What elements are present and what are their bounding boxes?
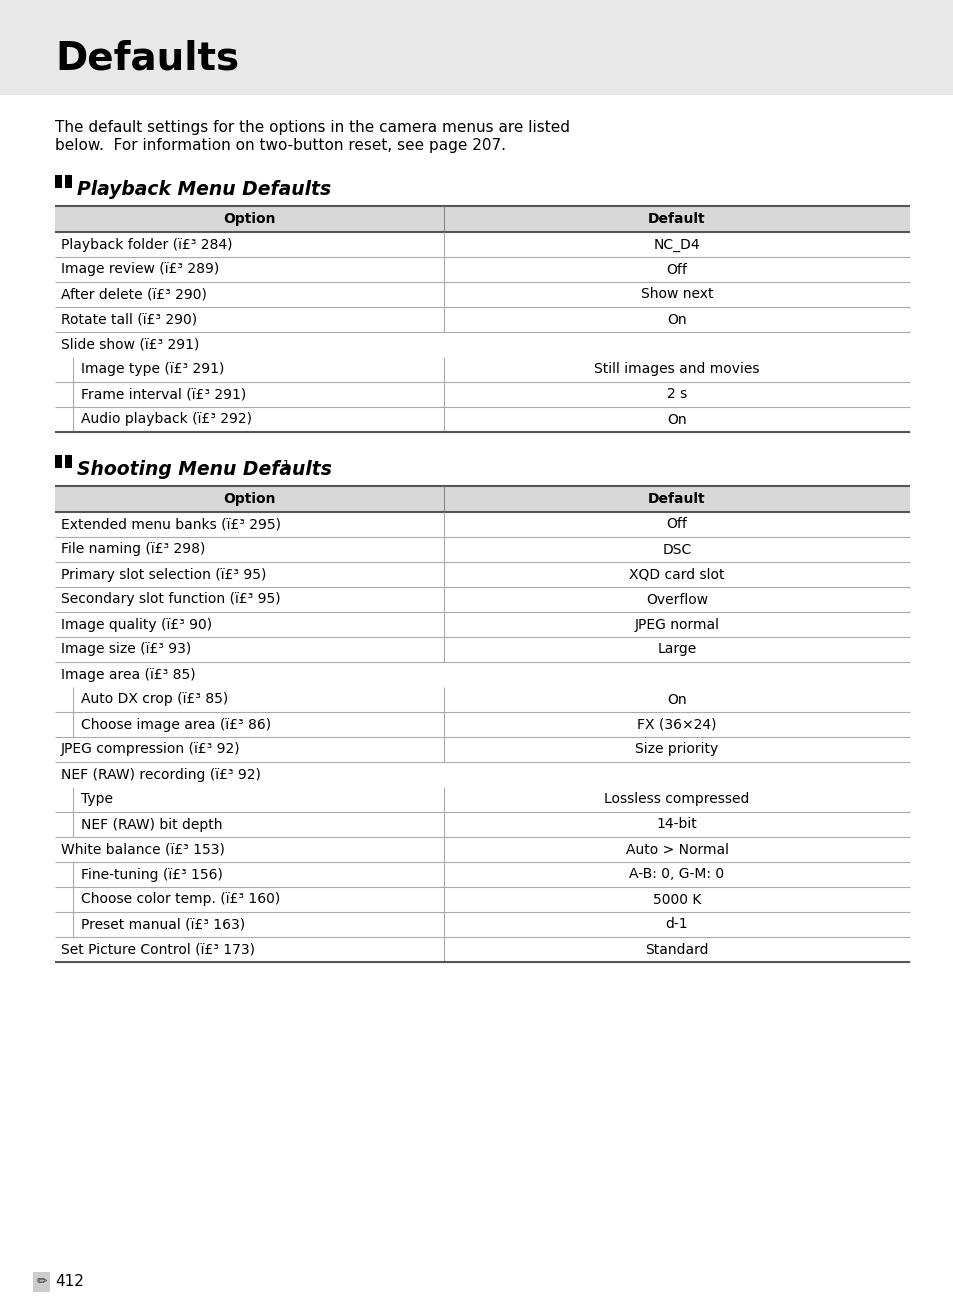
Bar xyxy=(55,307,909,332)
Text: Still images and movies: Still images and movies xyxy=(594,363,759,377)
Text: Rotate tall (ï£³ 290): Rotate tall (ï£³ 290) xyxy=(61,313,197,326)
Text: Auto DX crop (ï£³ 85): Auto DX crop (ï£³ 85) xyxy=(81,692,228,707)
Bar xyxy=(55,455,62,468)
Text: Primary slot selection (ï£³ 95): Primary slot selection (ï£³ 95) xyxy=(61,568,266,582)
Text: 2 s: 2 s xyxy=(666,388,686,402)
Bar xyxy=(55,233,909,258)
Text: Show next: Show next xyxy=(640,288,713,301)
Bar xyxy=(55,357,909,382)
Bar xyxy=(55,712,909,737)
Text: Preset manual (ï£³ 163): Preset manual (ï£³ 163) xyxy=(81,917,245,932)
Text: ✏: ✏ xyxy=(37,1276,48,1289)
Bar xyxy=(55,662,909,687)
Bar xyxy=(0,0,953,95)
Text: Set Picture Control (ï£³ 173): Set Picture Control (ï£³ 173) xyxy=(61,942,254,957)
Bar xyxy=(55,332,909,357)
Text: below.  For information on two-button reset, see page 207.: below. For information on two-button res… xyxy=(55,138,505,152)
Text: 412: 412 xyxy=(55,1275,84,1289)
Text: 5000 K: 5000 K xyxy=(652,892,700,907)
Text: Secondary slot function (ï£³ 95): Secondary slot function (ï£³ 95) xyxy=(61,593,280,607)
Text: Playback Menu Defaults: Playback Menu Defaults xyxy=(77,180,331,198)
Bar xyxy=(55,206,909,233)
Text: Audio playback (ï£³ 292): Audio playback (ï£³ 292) xyxy=(81,413,252,427)
Text: Defaults: Defaults xyxy=(55,39,239,78)
Text: Auto > Normal: Auto > Normal xyxy=(625,842,728,857)
Text: File naming (ï£³ 298): File naming (ï£³ 298) xyxy=(61,543,205,557)
Text: Shooting Menu Defaults: Shooting Menu Defaults xyxy=(77,460,332,480)
Text: Image quality (ï£³ 90): Image quality (ï£³ 90) xyxy=(61,618,212,632)
Bar xyxy=(55,762,909,787)
Text: On: On xyxy=(666,692,686,707)
Text: Size priority: Size priority xyxy=(635,742,718,757)
Text: NEF (RAW) bit depth: NEF (RAW) bit depth xyxy=(81,817,222,832)
Text: A-B: 0, G-M: 0: A-B: 0, G-M: 0 xyxy=(629,867,724,882)
Text: Image review (ï£³ 289): Image review (ï£³ 289) xyxy=(61,263,219,276)
Text: Default: Default xyxy=(647,491,705,506)
Bar xyxy=(55,537,909,562)
Bar xyxy=(65,455,71,468)
Bar xyxy=(55,512,909,537)
Text: 14-bit: 14-bit xyxy=(656,817,697,832)
Text: Overflow: Overflow xyxy=(645,593,707,607)
Text: NC_D4: NC_D4 xyxy=(653,238,700,251)
Bar xyxy=(55,486,909,512)
Bar xyxy=(55,612,909,637)
Text: Image type (ï£³ 291): Image type (ï£³ 291) xyxy=(81,363,224,377)
Bar xyxy=(55,737,909,762)
Text: Slide show (ï£³ 291): Slide show (ï£³ 291) xyxy=(61,338,199,352)
Text: Off: Off xyxy=(666,263,687,276)
Text: On: On xyxy=(666,313,686,326)
Bar xyxy=(55,687,909,712)
Text: Fine-tuning (ï£³ 156): Fine-tuning (ï£³ 156) xyxy=(81,867,223,882)
Text: Standard: Standard xyxy=(644,942,708,957)
Text: FX (36×24): FX (36×24) xyxy=(637,717,716,732)
Bar xyxy=(55,562,909,587)
Text: Default: Default xyxy=(647,212,705,226)
Text: JPEG compression (ï£³ 92): JPEG compression (ï£³ 92) xyxy=(61,742,240,757)
Text: Image size (ï£³ 93): Image size (ï£³ 93) xyxy=(61,643,191,657)
Text: Image area (ï£³ 85): Image area (ï£³ 85) xyxy=(61,668,195,682)
Bar xyxy=(55,587,909,612)
Text: DSC: DSC xyxy=(661,543,691,557)
Text: XQD card slot: XQD card slot xyxy=(629,568,724,582)
Bar xyxy=(55,787,909,812)
Bar xyxy=(55,837,909,862)
Bar xyxy=(55,258,909,283)
Text: d-1: d-1 xyxy=(665,917,688,932)
Text: Choose color temp. (ï£³ 160): Choose color temp. (ï£³ 160) xyxy=(81,892,280,907)
Bar xyxy=(55,887,909,912)
Bar xyxy=(55,283,909,307)
Bar xyxy=(55,912,909,937)
Text: After delete (ï£³ 290): After delete (ï£³ 290) xyxy=(61,288,207,301)
Text: Choose image area (ï£³ 86): Choose image area (ï£³ 86) xyxy=(81,717,271,732)
Bar xyxy=(55,637,909,662)
Text: Type: Type xyxy=(81,792,112,807)
Text: Playback folder (ï£³ 284): Playback folder (ï£³ 284) xyxy=(61,238,233,251)
Bar xyxy=(55,407,909,432)
Text: Option: Option xyxy=(223,491,275,506)
Text: JPEG normal: JPEG normal xyxy=(634,618,719,632)
Text: NEF (RAW) recording (ï£³ 92): NEF (RAW) recording (ï£³ 92) xyxy=(61,767,260,782)
Bar xyxy=(55,937,909,962)
Bar xyxy=(55,175,62,188)
Bar xyxy=(55,862,909,887)
Text: Off: Off xyxy=(666,518,687,531)
Text: White balance (ï£³ 153): White balance (ï£³ 153) xyxy=(61,842,225,857)
Bar xyxy=(55,382,909,407)
Bar xyxy=(55,812,909,837)
Text: Extended menu banks (ï£³ 295): Extended menu banks (ï£³ 295) xyxy=(61,518,281,531)
Text: 1: 1 xyxy=(283,460,290,470)
Text: Frame interval (ï£³ 291): Frame interval (ï£³ 291) xyxy=(81,388,246,402)
Text: Option: Option xyxy=(223,212,275,226)
Text: On: On xyxy=(666,413,686,427)
Text: Lossless compressed: Lossless compressed xyxy=(603,792,749,807)
Bar xyxy=(65,175,71,188)
Text: Large: Large xyxy=(657,643,696,657)
Text: The default settings for the options in the camera menus are listed: The default settings for the options in … xyxy=(55,120,569,135)
Bar xyxy=(33,1272,50,1292)
